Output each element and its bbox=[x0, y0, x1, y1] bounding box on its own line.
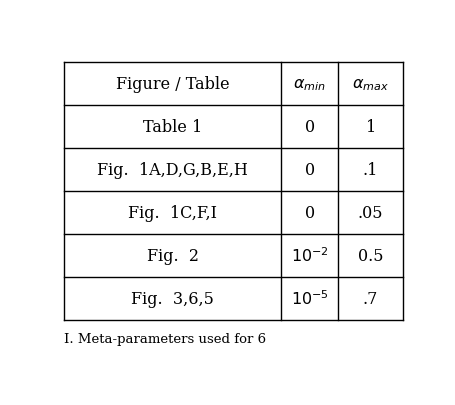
Text: Fig.  1C,F,I: Fig. 1C,F,I bbox=[128, 204, 217, 221]
Text: Fig.  3,6,5: Fig. 3,6,5 bbox=[131, 290, 214, 307]
Text: Fig.  1A,D,G,B,E,H: Fig. 1A,D,G,B,E,H bbox=[97, 161, 248, 178]
Text: Fig.  2: Fig. 2 bbox=[147, 247, 198, 264]
Text: Figure / Table: Figure / Table bbox=[116, 76, 229, 93]
Text: 1: 1 bbox=[365, 119, 375, 135]
Text: $\alpha_{min}$: $\alpha_{min}$ bbox=[293, 76, 325, 93]
Text: $\alpha_{max}$: $\alpha_{max}$ bbox=[351, 76, 388, 93]
Text: 0: 0 bbox=[304, 204, 314, 221]
Text: .7: .7 bbox=[362, 290, 378, 307]
Text: $10^{-5}$: $10^{-5}$ bbox=[290, 289, 328, 308]
Text: 0: 0 bbox=[304, 119, 314, 135]
Text: Table 1: Table 1 bbox=[143, 119, 202, 135]
Text: .05: .05 bbox=[357, 204, 383, 221]
Text: 0: 0 bbox=[304, 161, 314, 178]
Text: 0.5: 0.5 bbox=[357, 247, 383, 264]
Text: I. Meta-parameters used for 6: I. Meta-parameters used for 6 bbox=[64, 332, 266, 345]
Text: .1: .1 bbox=[362, 161, 378, 178]
Text: $10^{-2}$: $10^{-2}$ bbox=[290, 246, 328, 265]
